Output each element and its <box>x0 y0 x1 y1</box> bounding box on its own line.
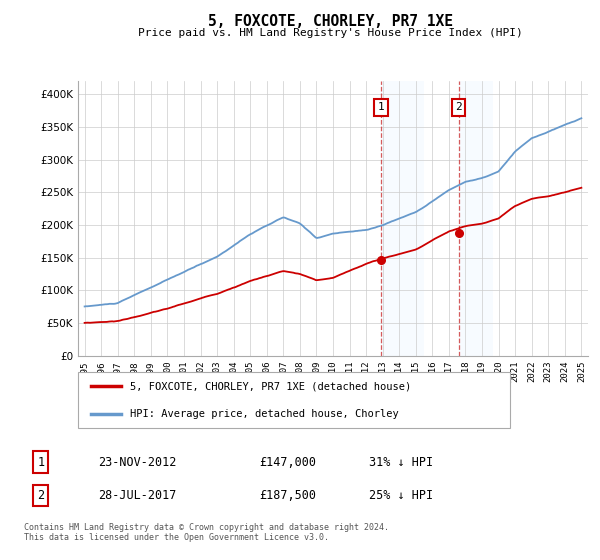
Text: 1: 1 <box>37 455 44 469</box>
Text: Contains HM Land Registry data © Crown copyright and database right 2024.
This d: Contains HM Land Registry data © Crown c… <box>23 523 389 542</box>
Text: 2: 2 <box>37 489 44 502</box>
FancyBboxPatch shape <box>78 372 510 428</box>
Text: HPI: Average price, detached house, Chorley: HPI: Average price, detached house, Chor… <box>130 409 398 419</box>
Bar <box>458 81 493 356</box>
Text: 1: 1 <box>377 102 385 113</box>
Bar <box>381 81 424 356</box>
Text: 28-JUL-2017: 28-JUL-2017 <box>98 489 177 502</box>
Text: 23-NOV-2012: 23-NOV-2012 <box>98 455 177 469</box>
Text: 5, FOXCOTE, CHORLEY, PR7 1XE: 5, FOXCOTE, CHORLEY, PR7 1XE <box>208 14 452 29</box>
Text: 31% ↓ HPI: 31% ↓ HPI <box>369 455 433 469</box>
Text: 5, FOXCOTE, CHORLEY, PR7 1XE (detached house): 5, FOXCOTE, CHORLEY, PR7 1XE (detached h… <box>130 381 411 391</box>
Text: 25% ↓ HPI: 25% ↓ HPI <box>369 489 433 502</box>
Text: 2: 2 <box>455 102 462 113</box>
Text: Price paid vs. HM Land Registry's House Price Index (HPI): Price paid vs. HM Land Registry's House … <box>137 28 523 38</box>
Text: £187,500: £187,500 <box>260 489 317 502</box>
Text: £147,000: £147,000 <box>260 455 317 469</box>
